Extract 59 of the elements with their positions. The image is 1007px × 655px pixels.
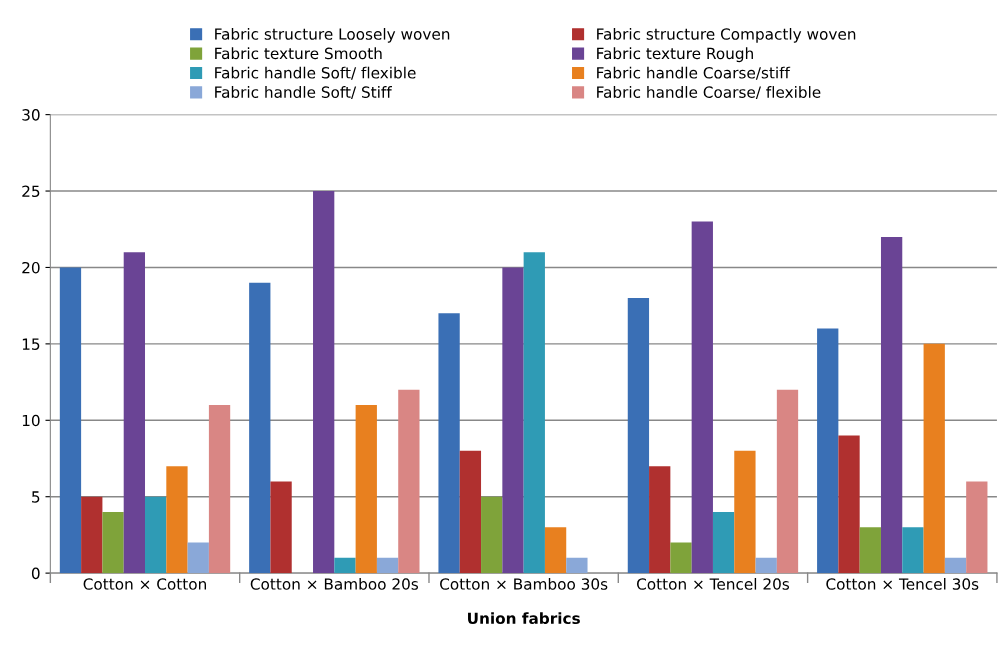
legend-label: Fabric texture Smooth: [215, 47, 382, 60]
bar: [376, 557, 399, 574]
bar: [502, 267, 524, 574]
bar: [59, 267, 82, 574]
bar: [355, 405, 377, 574]
y-tick-label: 30: [22, 109, 40, 121]
y-tick-label: 5: [32, 491, 40, 503]
legend-label: Fabric handle Soft/ flexible: [215, 66, 416, 80]
bar: [776, 389, 799, 574]
x-tick-label: Cotton × Bamboo 20s: [250, 577, 419, 590]
bar: [102, 511, 124, 574]
x-tick-label: Cotton × Cotton: [83, 578, 206, 590]
bar: [544, 527, 567, 574]
bar: [438, 313, 460, 574]
bar: [712, 511, 735, 574]
bar: [566, 557, 588, 574]
bar: [944, 557, 967, 574]
bar: [249, 282, 271, 574]
bar: [649, 466, 671, 574]
legend-label: Fabric handle Coarse/stiff: [597, 66, 791, 80]
bar: [208, 405, 231, 574]
bar: [459, 450, 482, 574]
bar: [859, 527, 881, 574]
bar: [691, 221, 713, 574]
bar: [481, 496, 503, 574]
bar: [313, 191, 335, 574]
bar: [81, 496, 103, 574]
bar: [817, 328, 839, 574]
legend-label: Fabric handle Soft/ Stiff: [215, 86, 392, 100]
x-tick-label: Cotton × Tencel 30s: [826, 577, 979, 590]
bar: [966, 481, 988, 574]
bar: [270, 481, 292, 574]
y-tick-label: 0: [31, 567, 40, 580]
x-axis-title: Union fabrics: [468, 612, 580, 625]
y-tick-label: 15: [22, 338, 40, 350]
bar: [838, 435, 860, 574]
bar: [123, 252, 146, 574]
bar: [755, 557, 777, 574]
bar: [334, 557, 356, 574]
bar: [734, 450, 756, 574]
y-tick-label: 20: [22, 261, 40, 274]
bar: [670, 542, 692, 574]
x-tick-label: Cotton × Bamboo 30s: [440, 577, 608, 590]
bar: [923, 343, 945, 574]
x-tick-label: Cotton × Tencel 20s: [636, 577, 790, 590]
legend-label: Fabric structure Compactly woven: [597, 27, 856, 43]
bar: [627, 298, 650, 574]
bar: [145, 496, 167, 574]
y-tick-label: 10: [22, 414, 40, 427]
bar: [166, 466, 188, 574]
bar: [880, 236, 903, 574]
bar: [187, 542, 209, 574]
bar: [398, 389, 420, 574]
legend-label: Fabric structure Loosely woven: [215, 27, 450, 43]
bar: [902, 527, 924, 574]
legend-label: Fabric handle Coarse/ flexible: [597, 86, 821, 100]
bar: [523, 252, 545, 574]
legend-label: Fabric texture Rough: [597, 47, 753, 63]
y-tick-label: 25: [22, 185, 40, 198]
